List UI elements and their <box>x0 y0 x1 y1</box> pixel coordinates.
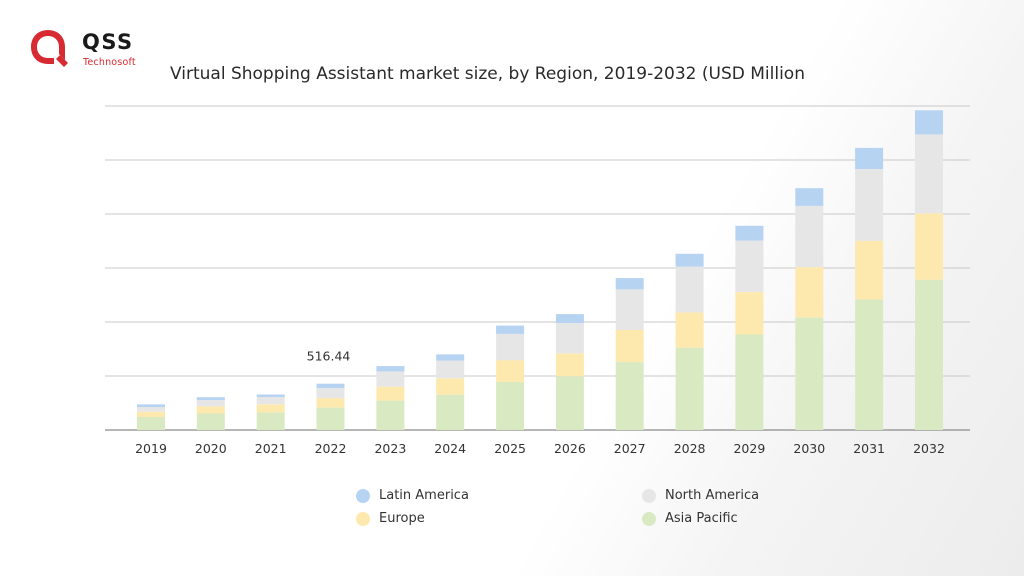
bar-segment-asia-pacific-2029 <box>735 334 764 430</box>
bar-segment-north-america-2032 <box>915 134 943 214</box>
axis-labels: 2019 2020 2021 2022 516.44 2023 2024 2025 2026 20… <box>135 349 945 456</box>
bar-segment-asia-pacific-2025 <box>496 381 525 430</box>
bar-segment-europe-2023 <box>376 386 405 401</box>
bar-segment-asia-pacific-2022 <box>316 407 345 430</box>
bar-segment-europe-2024 <box>436 378 465 395</box>
bar-segment-asia-pacific-2019 <box>137 417 165 430</box>
bar-segment-europe-2028 <box>675 312 704 348</box>
bar-segment-latin-america-2019 <box>137 404 165 407</box>
x-tick-label-2022: 2022 <box>315 441 347 456</box>
gridlines <box>105 105 970 431</box>
bar-segment-latin-america-2022 <box>316 383 345 389</box>
bar-segment-north-america-2026 <box>555 323 584 354</box>
bar-segment-latin-america-2027 <box>615 278 644 290</box>
bar-segment-europe-2031 <box>855 240 884 300</box>
x-tick-label-2020: 2020 <box>195 441 227 456</box>
bar-segment-europe-2025 <box>496 360 525 382</box>
bar-segment-latin-america-2032 <box>915 110 943 135</box>
bar-segment-north-america-2021 <box>256 397 285 405</box>
bar-segment-latin-america-2030 <box>795 188 824 206</box>
bar-segment-latin-america-2021 <box>256 394 285 398</box>
bar-segment-europe-2020 <box>196 406 225 414</box>
bar-segment-north-america-2019 <box>137 407 165 412</box>
bar-segment-latin-america-2020 <box>196 397 225 401</box>
x-tick-label-2025: 2025 <box>494 441 526 456</box>
bar-segment-latin-america-2026 <box>555 314 584 323</box>
bars <box>137 110 943 430</box>
bar-segment-asia-pacific-2026 <box>555 376 584 430</box>
brand-subtitle: Technosoft <box>83 57 136 68</box>
x-tick-label-2030: 2030 <box>793 441 825 456</box>
bar-segment-europe-2019 <box>137 411 165 417</box>
brand-name: QSS <box>82 30 134 54</box>
bar-segment-north-america-2022 <box>316 388 345 399</box>
bar-segment-north-america-2028 <box>675 266 704 313</box>
x-tick-label-2026: 2026 <box>554 441 586 456</box>
q-logo-icon <box>31 30 68 67</box>
bar-segment-asia-pacific-2031 <box>855 299 884 430</box>
x-tick-label-2023: 2023 <box>374 441 406 456</box>
bar-segment-north-america-2027 <box>615 289 644 330</box>
bar-segment-asia-pacific-2030 <box>795 317 824 430</box>
bar-segment-latin-america-2024 <box>436 354 465 361</box>
bar-segment-europe-2027 <box>615 329 644 362</box>
bar-segment-north-america-2024 <box>436 360 465 379</box>
bar-segment-latin-america-2031 <box>855 147 884 169</box>
bar-segment-north-america-2029 <box>735 240 764 292</box>
bar-segment-europe-2021 <box>256 404 285 413</box>
bar-segment-asia-pacific-2020 <box>196 413 225 430</box>
bar-segment-europe-2032 <box>915 213 943 280</box>
bar-segment-latin-america-2029 <box>735 225 764 241</box>
bar-segment-north-america-2031 <box>855 169 884 241</box>
data-label-2022: 516.44 <box>307 349 351 364</box>
x-tick-label-2028: 2028 <box>674 441 706 456</box>
bar-segment-asia-pacific-2032 <box>915 279 943 430</box>
x-tick-label-2024: 2024 <box>434 441 466 456</box>
bar-segment-europe-2030 <box>795 267 824 318</box>
bar-segment-north-america-2020 <box>196 400 225 407</box>
x-tick-label-2019: 2019 <box>135 441 167 456</box>
x-tick-label-2027: 2027 <box>614 441 646 456</box>
x-tick-label-2029: 2029 <box>733 441 765 456</box>
bar-segment-north-america-2023 <box>376 371 405 387</box>
bar-segment-europe-2026 <box>555 353 584 377</box>
bar-segment-latin-america-2023 <box>376 366 405 372</box>
x-tick-label-2021: 2021 <box>255 441 287 456</box>
bar-segment-north-america-2030 <box>795 205 824 268</box>
bar-segment-asia-pacific-2028 <box>675 347 704 430</box>
bar-segment-asia-pacific-2024 <box>436 394 465 430</box>
bar-segment-latin-america-2025 <box>496 325 525 334</box>
x-tick-label-2032: 2032 <box>913 441 945 456</box>
bar-segment-europe-2022 <box>316 398 345 408</box>
bar-segment-europe-2029 <box>735 292 764 335</box>
qss-logo: QSS Technosoft <box>28 27 168 75</box>
bar-segment-latin-america-2028 <box>675 253 704 267</box>
chart-title: Virtual Shopping Assistant market size, … <box>170 64 805 84</box>
bar-segment-north-america-2025 <box>496 333 525 361</box>
bar-segment-asia-pacific-2027 <box>615 362 644 430</box>
bar-segment-asia-pacific-2023 <box>376 400 405 430</box>
x-tick-label-2031: 2031 <box>853 441 885 456</box>
bar-segment-asia-pacific-2021 <box>256 412 285 430</box>
